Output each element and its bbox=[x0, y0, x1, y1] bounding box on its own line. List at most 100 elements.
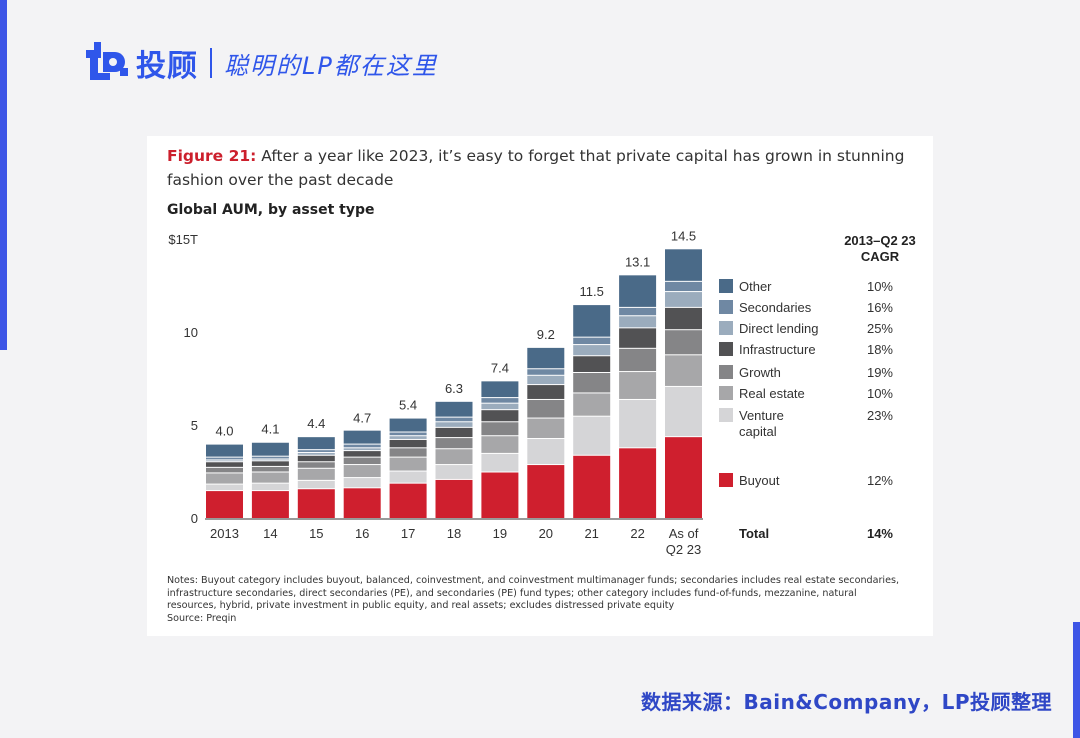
bar-segment bbox=[573, 372, 611, 393]
legend-total-label: Total bbox=[739, 526, 769, 541]
bar-segment bbox=[619, 307, 657, 316]
bar-segment bbox=[665, 330, 702, 355]
legend-cagr: 12% bbox=[867, 473, 893, 488]
legend-label: Buyout bbox=[739, 473, 780, 488]
bar-total-label: 13.1 bbox=[625, 254, 650, 269]
bar-total-label: 6.3 bbox=[445, 381, 463, 396]
legend-swatch bbox=[719, 342, 733, 356]
bar-segment bbox=[573, 455, 611, 518]
legend-cagr: 19% bbox=[867, 365, 893, 380]
bar-total-label: 9.2 bbox=[537, 327, 555, 342]
bar-segment bbox=[297, 489, 335, 518]
bar-segment bbox=[389, 439, 427, 448]
legend-swatch bbox=[719, 279, 733, 293]
y-tick-label: 0 bbox=[191, 511, 198, 526]
bar-segment bbox=[665, 292, 702, 307]
bar-segment bbox=[481, 398, 519, 403]
chart-subtitle: Global AUM, by asset type bbox=[167, 202, 375, 218]
bar-segment bbox=[619, 348, 657, 372]
x-tick-label: 14 bbox=[263, 526, 277, 541]
bar-segment bbox=[435, 449, 473, 465]
x-tick-label: 18 bbox=[447, 526, 461, 541]
bar-segment bbox=[343, 478, 381, 488]
bar-segment bbox=[251, 456, 289, 459]
bar-total-label: 14.5 bbox=[671, 228, 696, 243]
bar-segment bbox=[389, 457, 427, 471]
bar-segment bbox=[389, 483, 427, 518]
bar-segment bbox=[573, 416, 611, 455]
legend-cagr: 18% bbox=[867, 342, 893, 357]
bar-segment bbox=[297, 462, 335, 468]
bar-segment bbox=[665, 437, 702, 518]
bar-segment bbox=[206, 444, 243, 457]
legend-cagr: 10% bbox=[867, 279, 893, 294]
bar-segment bbox=[481, 381, 519, 398]
bar-segment bbox=[619, 399, 657, 448]
legend-swatch bbox=[719, 365, 733, 379]
bar-segment bbox=[573, 305, 611, 337]
bar-segment bbox=[343, 488, 381, 518]
x-tick-label: As of bbox=[669, 526, 699, 541]
bar-segment bbox=[435, 422, 473, 427]
bar-segment bbox=[527, 399, 565, 418]
bar-total-label: 4.4 bbox=[307, 416, 325, 431]
legend-swatch bbox=[719, 473, 733, 487]
bar-segment bbox=[343, 451, 381, 457]
bar-segment bbox=[251, 483, 289, 491]
bar-total-label: 4.1 bbox=[261, 422, 279, 437]
x-tick-label: 15 bbox=[309, 526, 323, 541]
legend-cagr: 25% bbox=[867, 321, 893, 336]
bar-segment bbox=[435, 401, 473, 417]
x-tick-label: 22 bbox=[630, 526, 644, 541]
bar-segment bbox=[527, 418, 565, 439]
bar-segment bbox=[665, 307, 702, 330]
legend-label: Direct lending bbox=[739, 321, 819, 336]
notes-line: infrastructure secondaries, direct secon… bbox=[167, 587, 857, 599]
legend-label: Real estate bbox=[739, 386, 805, 401]
figure-card: Figure 21: After a year like 2023, it’s … bbox=[147, 136, 933, 636]
bar-segment bbox=[435, 479, 473, 518]
y-tick-label: 10 bbox=[184, 325, 198, 340]
bar-segment bbox=[389, 436, 427, 439]
bar-segment bbox=[527, 375, 565, 385]
bar-segment bbox=[343, 448, 381, 451]
bar-segment bbox=[527, 439, 565, 465]
bar-segment bbox=[435, 438, 473, 449]
legend-total-cagr: 14% bbox=[867, 526, 893, 541]
bar-segment bbox=[573, 337, 611, 345]
bar-segment bbox=[573, 393, 611, 416]
bar-segment bbox=[665, 386, 702, 437]
legend-swatch bbox=[719, 321, 733, 335]
bar-total-label: 5.4 bbox=[399, 398, 417, 413]
bar-segment bbox=[297, 452, 335, 455]
legend-cagr: 16% bbox=[867, 300, 893, 315]
x-tick-label: 21 bbox=[584, 526, 598, 541]
legend-label: Venture capital bbox=[739, 408, 784, 439]
bar-segment bbox=[389, 432, 427, 436]
bar-segment bbox=[251, 472, 289, 483]
chart-notes: Notes: Buyout category includes buyout, … bbox=[167, 575, 917, 625]
bar-segment bbox=[481, 410, 519, 422]
bar-segment bbox=[389, 448, 427, 457]
bar-total-label: 11.5 bbox=[580, 284, 604, 299]
bar-segment bbox=[343, 430, 381, 444]
bar-segment bbox=[527, 465, 565, 518]
figure-title-text: After a year like 2023, it’s easy to for… bbox=[167, 147, 905, 189]
bar-segment bbox=[251, 461, 289, 466]
bar-segment bbox=[251, 466, 289, 472]
bar-segment bbox=[435, 417, 473, 422]
bar-segment bbox=[481, 453, 519, 472]
bar-segment bbox=[619, 448, 657, 518]
legend-swatch bbox=[719, 408, 733, 422]
figure-label: Figure 21: bbox=[167, 147, 257, 165]
y-tick-label: $15T bbox=[168, 232, 198, 247]
brand-tagline: 聪明的LP都在这里 bbox=[224, 51, 438, 80]
bar-segment bbox=[619, 316, 657, 328]
legend-swatch bbox=[719, 386, 733, 400]
bar-segment bbox=[251, 459, 289, 461]
bar-segment bbox=[297, 450, 335, 452]
bar-segment bbox=[206, 467, 243, 473]
right-accent-bar bbox=[1073, 622, 1080, 738]
bar-segment bbox=[251, 491, 289, 518]
bar-segment bbox=[206, 457, 243, 460]
